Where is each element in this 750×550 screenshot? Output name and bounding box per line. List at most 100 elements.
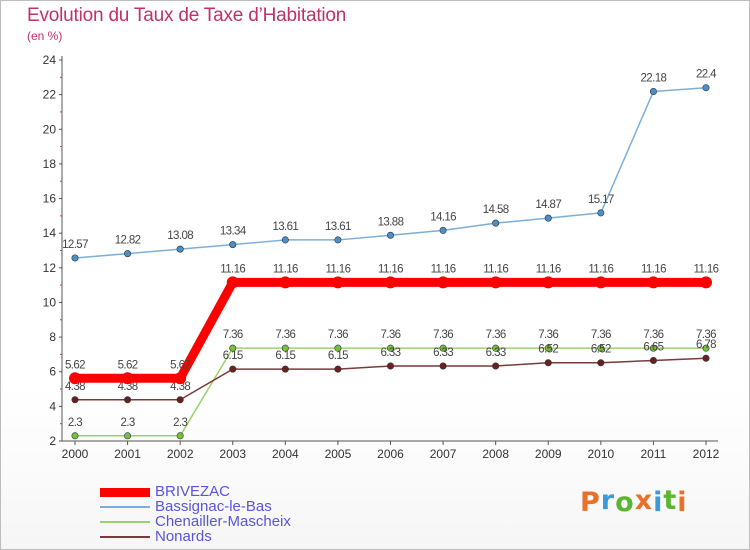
data-label-brivezac: 11.16	[641, 263, 666, 275]
data-label-chenailler-mascheix: 7.36	[591, 329, 611, 341]
data-point-chenailler-mascheix	[649, 344, 657, 352]
data-label-nonards: 6.52	[591, 344, 611, 356]
data-label-chenailler-mascheix: 2.3	[173, 417, 187, 429]
x-tick-label: 2004	[272, 447, 299, 461]
data-label-chenailler-mascheix: 7.36	[696, 329, 716, 341]
chart-subtitle: (en %)	[27, 29, 63, 43]
data-point-brivezac	[384, 276, 397, 289]
legend-label: Chenailler-Mascheix	[155, 513, 291, 530]
data-label-brivezac: 11.16	[273, 263, 298, 275]
data-point-chenailler-mascheix	[386, 344, 394, 352]
y-tick-label: 18	[43, 157, 57, 171]
data-label-bassignac-le-bas: 12.57	[62, 239, 88, 251]
y-tick-label: 8	[49, 330, 56, 344]
data-point-brivezac	[647, 276, 660, 289]
data-label-brivezac: 5.62	[170, 359, 190, 371]
data-label-brivezac: 11.16	[325, 263, 350, 275]
x-tick-label: 2000	[62, 447, 89, 461]
data-label-nonards: 6.78	[696, 339, 716, 351]
x-tick-label: 2006	[377, 447, 404, 461]
data-point-chenailler-mascheix	[492, 344, 500, 352]
data-point-nonards	[281, 365, 289, 373]
logo-letter: P	[580, 487, 601, 518]
data-point-bassignac-le-bas	[281, 236, 289, 244]
y-tick-label: 12	[43, 261, 57, 275]
x-tick-label: 2010	[587, 447, 614, 461]
y-tick-label: 2	[49, 434, 56, 448]
data-point-nonards	[649, 356, 657, 364]
data-point-bassignac-le-bas	[702, 84, 710, 92]
data-point-chenailler-mascheix	[176, 432, 184, 440]
data-label-chenailler-mascheix: 7.36	[381, 329, 401, 341]
data-point-bassignac-le-bas	[176, 245, 184, 253]
data-point-nonards	[702, 354, 710, 362]
legend-label: Bassignac-le-Bas	[155, 498, 272, 515]
x-tick-label: 2005	[325, 447, 352, 461]
data-label-chenailler-mascheix: 2.3	[120, 417, 134, 429]
legend-swatch	[100, 488, 150, 497]
data-point-chenailler-mascheix	[544, 344, 552, 352]
data-label-brivezac: 5.62	[118, 359, 138, 371]
legend-swatch	[100, 521, 150, 523]
data-point-nonards	[334, 365, 342, 373]
legend-swatch	[100, 506, 150, 508]
data-label-nonards: 6.33	[486, 347, 506, 359]
data-point-bassignac-le-bas	[492, 219, 500, 227]
data-label-bassignac-le-bas: 13.61	[272, 221, 298, 233]
data-point-brivezac	[279, 276, 292, 289]
data-point-bassignac-le-bas	[439, 226, 447, 234]
data-point-brivezac	[700, 276, 712, 289]
x-tick-label: 2009	[535, 447, 562, 461]
data-point-nonards	[124, 396, 132, 404]
data-label-nonards: 4.38	[170, 381, 190, 393]
data-point-brivezac	[594, 276, 607, 289]
data-label-chenailler-mascheix: 2.3	[68, 417, 82, 429]
logo-letter: x	[634, 485, 654, 516]
logo-letter: t	[663, 485, 678, 516]
legend-label: BRIVEZAC	[155, 483, 231, 500]
data-label-chenailler-mascheix: 7.36	[643, 329, 663, 341]
data-point-nonards	[176, 396, 184, 404]
data-label-chenailler-mascheix: 7.36	[328, 329, 348, 341]
data-point-bassignac-le-bas	[334, 236, 342, 244]
data-point-chenailler-mascheix	[124, 432, 132, 440]
y-tick-label: 6	[49, 365, 56, 379]
data-point-nonards	[229, 365, 237, 373]
data-label-bassignac-le-bas: 14.16	[430, 211, 456, 223]
data-point-chenailler-mascheix	[439, 344, 447, 352]
data-point-brivezac	[542, 276, 555, 289]
data-point-nonards	[386, 362, 394, 370]
logo-letter: o	[615, 487, 635, 518]
data-point-nonards	[597, 359, 605, 367]
data-label-chenailler-mascheix: 7.36	[538, 329, 558, 341]
logo-letter: i	[677, 487, 688, 518]
data-point-nonards	[71, 396, 79, 404]
data-label-nonards: 6.33	[381, 347, 401, 359]
x-tick-label: 2011	[641, 447, 667, 461]
data-label-brivezac: 11.16	[536, 263, 561, 275]
data-point-brivezac	[331, 276, 344, 289]
legend-swatch	[100, 536, 150, 538]
data-label-brivezac: 11.16	[378, 263, 403, 275]
x-tick-label: 2008	[482, 447, 509, 461]
data-point-nonards	[544, 359, 552, 367]
data-point-nonards	[492, 362, 500, 370]
y-tick-label: 14	[43, 226, 57, 240]
data-point-brivezac	[437, 276, 450, 289]
data-point-bassignac-le-bas	[229, 241, 237, 249]
data-label-bassignac-le-bas: 13.08	[167, 230, 193, 242]
chart-title: Evolution du Taux de Taxe d’Habitation	[27, 5, 347, 26]
data-point-chenailler-mascheix	[702, 344, 710, 352]
data-point-brivezac	[226, 276, 239, 289]
data-label-bassignac-le-bas: 14.58	[483, 204, 509, 216]
data-point-chenailler-mascheix	[229, 344, 237, 352]
data-label-nonards: 4.38	[65, 381, 85, 393]
data-label-nonards: 6.52	[538, 344, 558, 356]
data-point-brivezac	[69, 372, 81, 385]
data-label-chenailler-mascheix: 7.36	[433, 329, 453, 341]
data-label-bassignac-le-bas: 15.17	[588, 194, 614, 206]
data-label-brivezac: 5.62	[65, 359, 85, 371]
data-label-bassignac-le-bas: 22.4	[696, 69, 717, 81]
